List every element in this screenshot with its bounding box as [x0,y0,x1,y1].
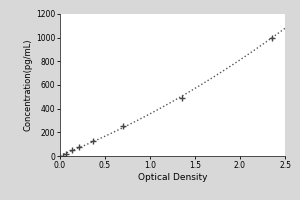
Y-axis label: Concentration(pg/mL): Concentration(pg/mL) [24,39,33,131]
X-axis label: Optical Density: Optical Density [138,173,207,182]
